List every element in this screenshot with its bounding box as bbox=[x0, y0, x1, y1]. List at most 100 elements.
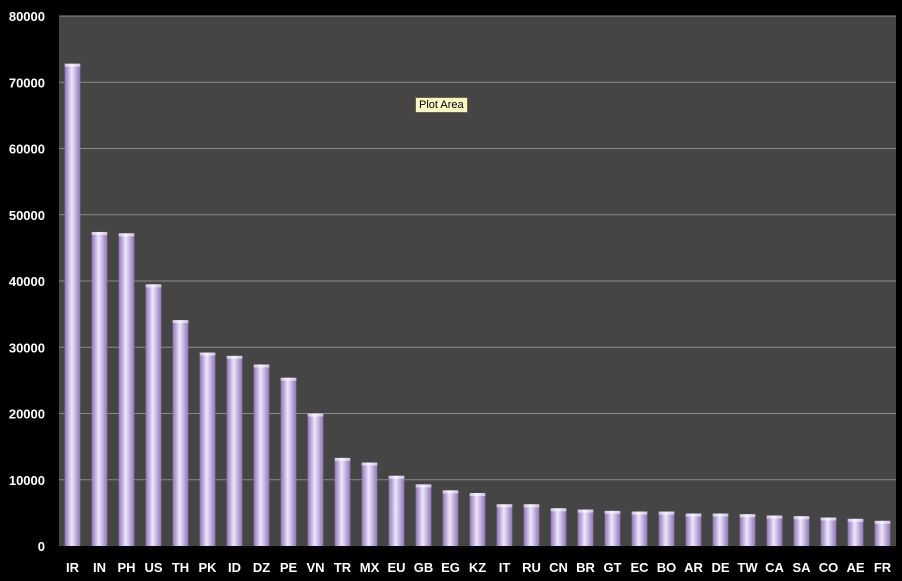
bar-ca[interactable] bbox=[766, 515, 783, 546]
y-tick-label: 30000 bbox=[9, 340, 45, 355]
bar-tr[interactable] bbox=[334, 457, 351, 546]
x-tick-label: TW bbox=[737, 560, 758, 575]
x-tick-label: DE bbox=[711, 560, 729, 575]
bar-ar[interactable] bbox=[685, 513, 702, 546]
x-tick-label: BO bbox=[657, 560, 677, 575]
bar-highlight bbox=[64, 63, 81, 67]
bar-co[interactable] bbox=[820, 517, 837, 546]
y-tick-label: 20000 bbox=[9, 407, 45, 422]
bar-highlight bbox=[658, 511, 675, 515]
y-tick-label: 80000 bbox=[9, 9, 45, 24]
bar-br[interactable] bbox=[577, 509, 594, 546]
bar-tw[interactable] bbox=[739, 514, 756, 546]
bar-eg[interactable] bbox=[442, 490, 459, 546]
bar-ph[interactable] bbox=[118, 233, 135, 547]
bar-pk[interactable] bbox=[199, 352, 216, 546]
x-axis-ticks: IR IN PH US TH PK ID DZ PE VN TR MX EU GB EG KZ IT RU CN BR… bbox=[66, 560, 892, 575]
x-tick-label: PH bbox=[117, 560, 135, 575]
bar-highlight bbox=[415, 484, 432, 488]
y-tick-label: 50000 bbox=[9, 208, 45, 223]
y-tick-label: 60000 bbox=[9, 142, 45, 157]
bar-us[interactable] bbox=[145, 284, 162, 546]
bar-highlight bbox=[496, 504, 513, 508]
bar-highlight bbox=[631, 511, 648, 515]
x-tick-label: DZ bbox=[253, 560, 270, 575]
bar-highlight bbox=[523, 504, 540, 508]
bar-bo[interactable] bbox=[658, 511, 675, 546]
x-tick-label: ID bbox=[228, 560, 241, 575]
bar-highlight bbox=[550, 508, 567, 512]
bar-fr[interactable] bbox=[874, 520, 891, 546]
bar-highlight bbox=[361, 462, 378, 466]
bar-highlight bbox=[388, 475, 405, 479]
bar-highlight bbox=[172, 320, 189, 324]
bar-id[interactable] bbox=[226, 355, 243, 546]
bar-highlight bbox=[334, 457, 351, 461]
bar-highlight bbox=[253, 364, 270, 368]
bar-kz[interactable] bbox=[469, 493, 486, 546]
x-tick-label: GT bbox=[603, 560, 621, 575]
x-tick-label: KZ bbox=[469, 560, 486, 575]
bar-highlight bbox=[685, 513, 702, 517]
x-tick-label: TH bbox=[172, 560, 189, 575]
x-tick-label: EC bbox=[630, 560, 649, 575]
bar-in[interactable] bbox=[91, 231, 108, 546]
bar-highlight bbox=[307, 413, 324, 417]
bar-highlight bbox=[739, 514, 756, 518]
bar-highlight bbox=[145, 284, 162, 288]
x-tick-label: MX bbox=[360, 560, 380, 575]
bar-highlight bbox=[280, 377, 297, 381]
bar-cn[interactable] bbox=[550, 508, 567, 546]
bar-dz[interactable] bbox=[253, 364, 270, 546]
bar-pe[interactable] bbox=[280, 377, 297, 546]
plot-area-tooltip: Plot Area bbox=[415, 97, 468, 113]
bar-ru[interactable] bbox=[523, 504, 540, 546]
bar-de[interactable] bbox=[712, 513, 729, 546]
bar-gt[interactable] bbox=[604, 510, 621, 546]
bar-mx[interactable] bbox=[361, 462, 378, 546]
x-tick-label: PE bbox=[280, 560, 298, 575]
bar-ir[interactable] bbox=[64, 63, 81, 546]
y-tick-label: 40000 bbox=[9, 274, 45, 289]
bar-highlight bbox=[847, 518, 864, 522]
bars bbox=[64, 63, 891, 547]
x-tick-label: IR bbox=[66, 560, 80, 575]
x-tick-label: CA bbox=[765, 560, 784, 575]
bar-sa[interactable] bbox=[793, 516, 810, 546]
bar-highlight bbox=[226, 355, 243, 359]
bar-it[interactable] bbox=[496, 504, 513, 546]
x-tick-label: IT bbox=[499, 560, 511, 575]
x-tick-label: PK bbox=[198, 560, 217, 575]
x-tick-label: US bbox=[144, 560, 162, 575]
x-tick-label: CO bbox=[819, 560, 839, 575]
bar-highlight bbox=[766, 515, 783, 519]
bar-highlight bbox=[199, 352, 216, 356]
x-tick-label: GB bbox=[414, 560, 434, 575]
x-tick-label: VN bbox=[306, 560, 324, 575]
y-axis-ticks: 0 10000 20000 30000 40000 50000 60000 70000 8000… bbox=[9, 9, 45, 554]
bar-highlight bbox=[91, 231, 108, 235]
bar-th[interactable] bbox=[172, 320, 189, 546]
bar-highlight bbox=[604, 510, 621, 514]
x-tick-label: FR bbox=[874, 560, 892, 575]
gridlines bbox=[59, 15, 896, 481]
x-tick-label: AE bbox=[846, 560, 864, 575]
bar-ec[interactable] bbox=[631, 511, 648, 546]
bar-gb[interactable] bbox=[415, 484, 432, 546]
x-tick-label: BR bbox=[576, 560, 595, 575]
x-tick-label: SA bbox=[792, 560, 811, 575]
x-tick-label: TR bbox=[334, 560, 352, 575]
x-tick-label: IN bbox=[93, 560, 106, 575]
bar-eu[interactable] bbox=[388, 475, 405, 546]
bar-highlight bbox=[874, 520, 891, 524]
bar-ae[interactable] bbox=[847, 518, 864, 546]
x-tick-label: CN bbox=[549, 560, 568, 575]
bar-highlight bbox=[469, 493, 486, 496]
x-tick-label: AR bbox=[684, 560, 703, 575]
bar-vn[interactable] bbox=[307, 413, 324, 547]
bar-highlight bbox=[442, 490, 459, 494]
y-tick-label: 0 bbox=[38, 539, 45, 554]
x-tick-label: EU bbox=[387, 560, 405, 575]
bar-highlight bbox=[577, 509, 594, 513]
